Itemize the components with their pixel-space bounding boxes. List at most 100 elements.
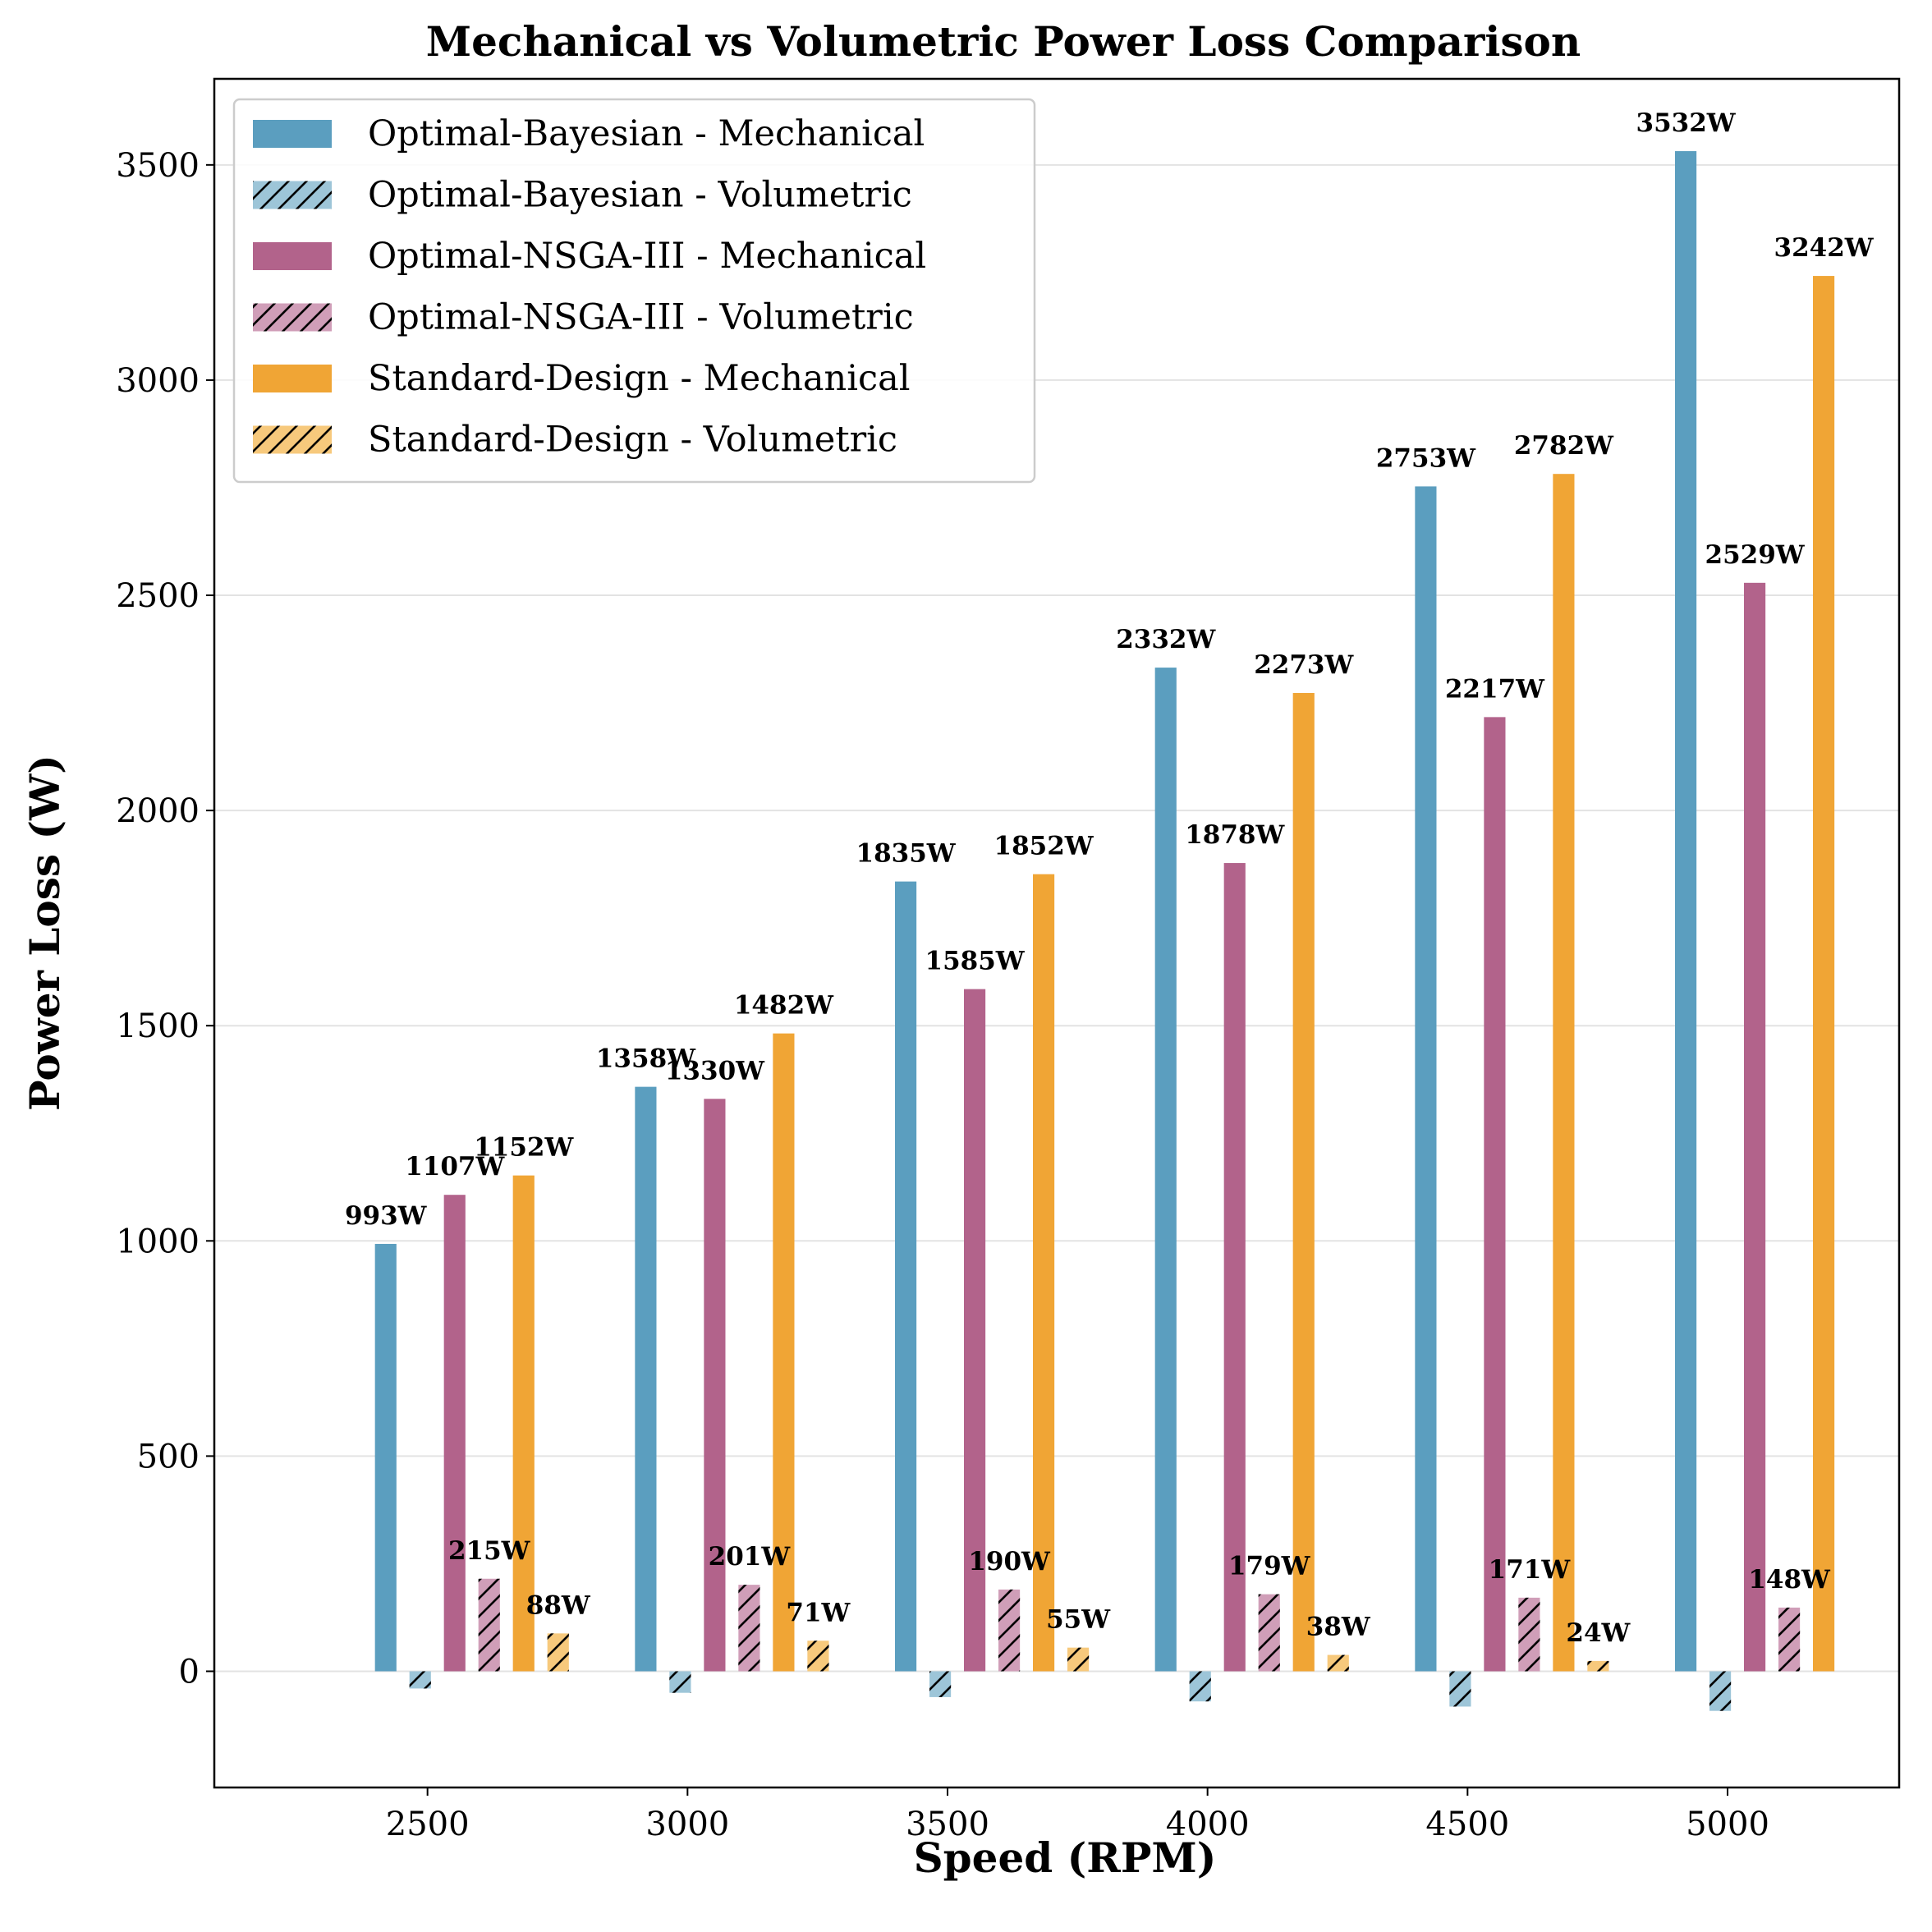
y-axis-label: Power Loss (W) <box>21 755 69 1111</box>
y-tick-label: 2500 <box>116 577 200 615</box>
bar <box>443 1195 466 1672</box>
bar-hatch <box>1518 1597 1540 1672</box>
bar-value-label: 38W <box>1306 1613 1371 1642</box>
legend: Optimal-Bayesian - Mechanical Optimal-Bay… <box>232 98 1036 484</box>
legend-label: Optimal-Bayesian - Mechanical <box>368 113 925 154</box>
bar-value-label: 55W <box>1046 1605 1111 1635</box>
bar-hatch <box>409 1671 431 1689</box>
bar-value-label: 171W <box>1489 1555 1572 1585</box>
bar-value-label: 2782W <box>1514 431 1614 461</box>
y-tick-label: 500 <box>137 1438 200 1475</box>
bar-hatch <box>1709 1671 1732 1711</box>
bar-value-label: 88W <box>526 1590 591 1620</box>
bar-hatch <box>1449 1671 1471 1707</box>
bar-value-label: 1835W <box>856 839 957 869</box>
legend-swatch <box>253 365 332 392</box>
bar-hatch <box>1067 1647 1090 1672</box>
bar <box>1154 668 1177 1672</box>
y-axis-ticks: 0 500 1000 1500 2000 2500 3000 3500 <box>116 147 214 1691</box>
bar <box>1223 863 1246 1672</box>
bar-value-label: 179W <box>1228 1552 1311 1581</box>
x-tick-label: 4000 <box>1166 1806 1250 1843</box>
bar-value-label: 1358W <box>596 1044 696 1074</box>
bar <box>773 1033 795 1672</box>
bar-value-label: 2529W <box>1705 540 1806 570</box>
bar-hatch <box>738 1585 760 1672</box>
bar-hatch <box>478 1578 500 1672</box>
bar-value-label: 1330W <box>665 1056 765 1085</box>
bar-hatch <box>807 1641 829 1672</box>
x-tick-label: 3000 <box>645 1806 729 1843</box>
bar-value-label: 1852W <box>994 832 1094 861</box>
bar-hatch <box>1778 1607 1801 1672</box>
bar-hatch <box>1258 1594 1280 1672</box>
bar-value-label: 201W <box>709 1542 792 1572</box>
bar-value-label: 1107W <box>405 1152 505 1182</box>
bars <box>374 151 1835 1711</box>
bar-hatch <box>929 1671 952 1697</box>
bar <box>1813 276 1835 1672</box>
legend-label: Optimal-NSGA-III - Mechanical <box>368 236 926 277</box>
bar <box>704 1099 726 1672</box>
bar-value-label: 24W <box>1566 1618 1631 1648</box>
bar <box>635 1086 657 1672</box>
bar <box>964 989 986 1672</box>
y-tick-label: 3500 <box>116 147 200 185</box>
x-tick-label: 5000 <box>1686 1806 1769 1843</box>
legend-label: Standard-Design - Volumetric <box>368 420 897 461</box>
legend-swatch <box>253 242 332 270</box>
y-tick-label: 0 <box>179 1653 200 1691</box>
y-tick-label: 1500 <box>116 1007 200 1045</box>
bar <box>1484 717 1506 1672</box>
bar-hatch <box>669 1671 691 1693</box>
plot-frame <box>213 77 1901 1789</box>
bar-value-label: 148W <box>1748 1565 1831 1595</box>
bar <box>1744 582 1766 1672</box>
bar-value-label: 1585W <box>925 947 1026 976</box>
x-axis-label: Speed (RPM) <box>914 1833 1217 1882</box>
bar-value-label: 215W <box>448 1536 531 1566</box>
bar <box>1415 486 1437 1672</box>
bar <box>1553 474 1575 1672</box>
value-labels: 993W 1358W 1835W 2332W 2753W 3532W 1107W 1330W 1… <box>345 108 1875 1648</box>
y-tick-label: 2000 <box>116 792 200 830</box>
bar-value-label: 2217W <box>1445 674 1545 704</box>
legend-label: Optimal-Bayesian - Volumetric <box>368 175 912 216</box>
bar-hatch <box>1587 1660 1609 1672</box>
bar-value-label: 1878W <box>1185 820 1285 850</box>
bar-value-label: 71W <box>786 1598 851 1627</box>
bar-hatch <box>1189 1671 1211 1702</box>
bar-value-label: 2273W <box>1254 650 1354 680</box>
x-tick-label: 4500 <box>1425 1806 1509 1843</box>
legend-label: Standard-Design - Mechanical <box>368 358 910 399</box>
bar-hatch <box>547 1633 569 1672</box>
bar <box>512 1175 535 1672</box>
bar <box>374 1243 397 1672</box>
y-tick-label: 1000 <box>116 1223 200 1260</box>
bar <box>1033 874 1055 1672</box>
bar-value-label: 1152W <box>474 1133 574 1163</box>
bar <box>1292 693 1315 1672</box>
legend-swatch-hatch <box>253 303 332 332</box>
y-tick-label: 3000 <box>116 362 200 400</box>
legend-label: Optimal-NSGA-III - Volumetric <box>368 297 914 338</box>
bar <box>895 881 917 1672</box>
bar-value-label: 2332W <box>1116 625 1216 654</box>
legend-swatch-hatch <box>253 425 332 454</box>
legend-box <box>232 98 1036 484</box>
legend-swatch-hatch <box>253 181 332 209</box>
bar-value-label: 1482W <box>734 991 834 1021</box>
bar-value-label: 190W <box>968 1547 1051 1576</box>
bar-value-label: 3242W <box>1774 233 1875 263</box>
bar-value-label: 3532W <box>1636 108 1737 138</box>
bar-hatch <box>998 1589 1021 1672</box>
chart-title: Mechanical vs Volumetric Power Loss Comp… <box>426 17 1581 66</box>
bar-value-label: 993W <box>345 1201 428 1231</box>
bar-value-label: 2753W <box>1376 443 1476 473</box>
x-tick-label: 3500 <box>906 1806 989 1843</box>
x-axis-ticks: 2500 3000 3500 4000 4500 5000 <box>386 1787 1769 1843</box>
legend-swatch <box>253 120 332 148</box>
x-tick-label: 2500 <box>386 1806 470 1843</box>
bar <box>1675 151 1697 1672</box>
